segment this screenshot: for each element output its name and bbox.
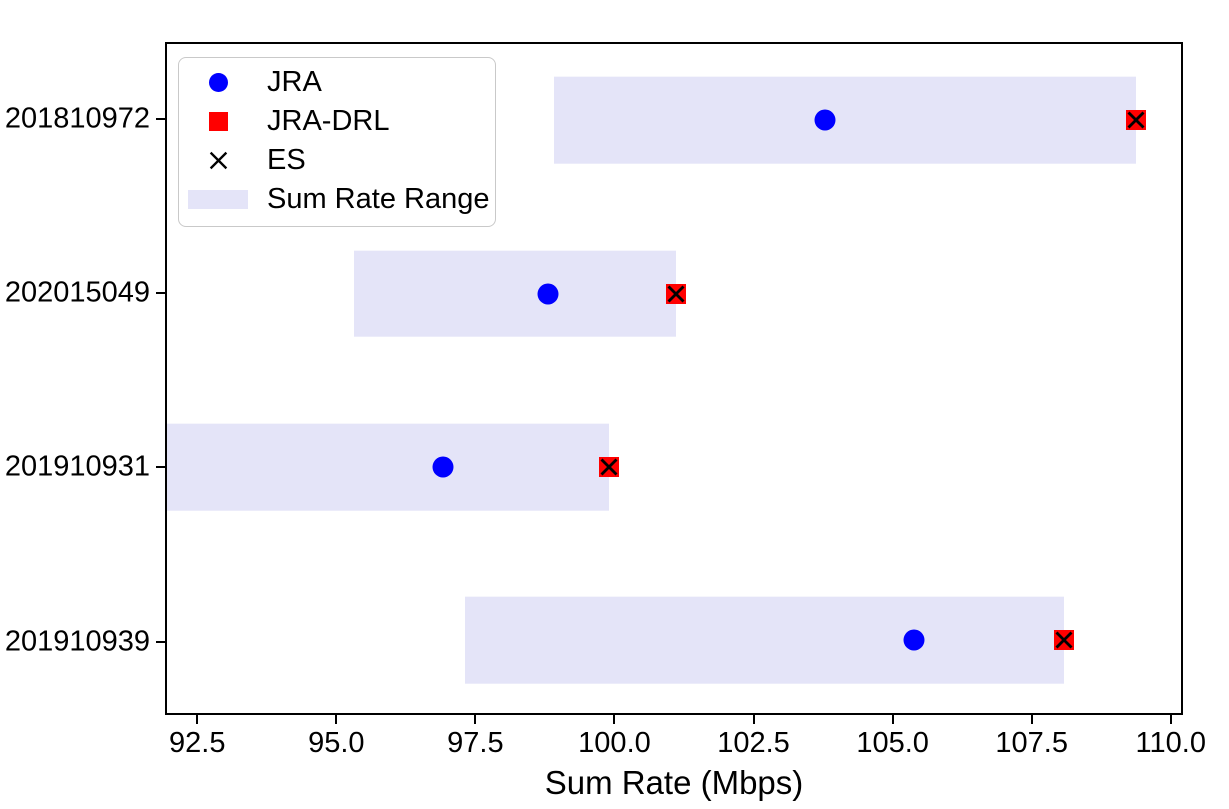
y-axis: 201810972 202015049 201910931 201910939 — [0, 42, 165, 715]
x-tick — [196, 715, 199, 724]
legend-label: JRA-DRL — [267, 105, 390, 137]
y-tick-label: 202015049 — [4, 276, 150, 309]
plot-area — [165, 42, 1183, 715]
jra-marker — [814, 109, 836, 131]
x-tick — [613, 715, 616, 724]
x-tick — [474, 715, 477, 724]
jra-drl-legend-icon — [208, 112, 228, 131]
legend-handle — [179, 150, 257, 171]
legend-item: ES — [179, 141, 495, 180]
es-marker — [599, 457, 619, 477]
es-marker — [666, 284, 686, 304]
jra-drl-marker — [1125, 110, 1146, 131]
legend-item: JRA — [179, 63, 495, 102]
jra-marker — [432, 456, 454, 478]
es-marker — [1126, 110, 1146, 130]
jra-drl-marker — [599, 456, 620, 477]
y-tick-label: 201910939 — [4, 625, 150, 658]
x-tick-label: 97.5 — [447, 727, 504, 759]
jra-legend-icon — [208, 73, 228, 92]
x-tick-label: 100.0 — [578, 727, 651, 759]
x-tick — [1030, 715, 1033, 724]
range-band — [553, 76, 1136, 164]
x-tick — [335, 715, 338, 724]
es-legend-icon — [208, 150, 229, 171]
legend-item: Sum Rate Range — [179, 180, 495, 219]
legend-label: Sum Rate Range — [267, 183, 490, 215]
jra-drl-marker — [1053, 630, 1074, 651]
legend: JRA JRA-DRL ES Sum Rate Range — [178, 57, 496, 227]
x-tick-label: 95.0 — [308, 727, 365, 759]
x-axis: 92.5 95.0 97.5 100.0 102.5 105.0 107.5 110.0 — [165, 715, 1206, 785]
legend-handle — [179, 112, 257, 131]
y-tick — [156, 640, 165, 643]
jra-marker — [537, 283, 559, 305]
y-tick-label: 201810972 — [4, 102, 150, 135]
x-tick-label: 107.5 — [995, 727, 1068, 759]
range-band — [167, 423, 610, 511]
sum-rate-range-legend-swatch — [188, 190, 248, 209]
x-tick — [891, 715, 894, 724]
legend-label: ES — [267, 144, 306, 176]
x-tick-label: 102.5 — [717, 727, 790, 759]
y-tick-label: 201910931 — [4, 450, 150, 483]
x-tick-label: 105.0 — [856, 727, 929, 759]
y-tick — [156, 117, 165, 120]
legend-item: JRA-DRL — [179, 102, 495, 141]
jra-drl-marker — [665, 283, 686, 304]
y-tick — [156, 292, 165, 295]
range-band — [465, 596, 1064, 684]
x-tick-label: 110.0 — [1135, 727, 1206, 759]
x-axis-label: Sum Rate (Mbps) — [544, 764, 804, 801]
legend-handle — [179, 73, 257, 92]
es-marker — [1054, 630, 1074, 650]
y-tick — [156, 466, 165, 469]
x-tick-label: 92.5 — [169, 727, 226, 759]
legend-handle — [179, 190, 257, 209]
range-band — [354, 250, 676, 337]
legend-label: JRA — [267, 66, 322, 98]
jra-marker — [903, 629, 925, 651]
x-tick — [1169, 715, 1172, 724]
x-tick — [752, 715, 755, 724]
